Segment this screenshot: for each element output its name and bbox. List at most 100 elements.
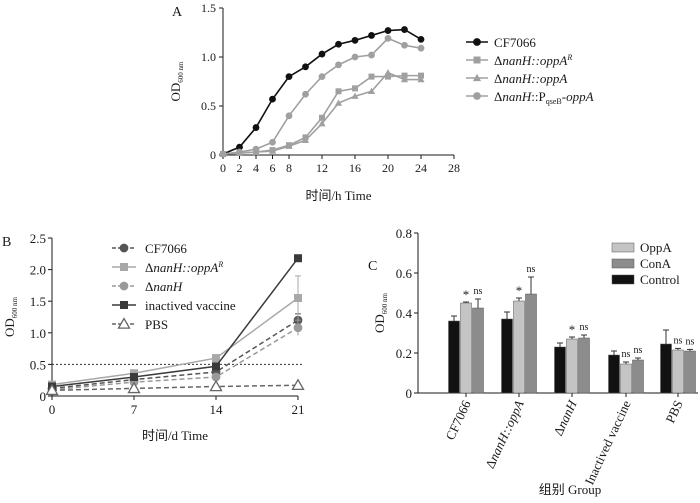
legend-label: PBS [145,317,168,332]
x-axis-label: 时间/d Time [142,428,208,443]
x-tick-label-group: CF7066 [442,397,474,442]
bar [460,302,472,394]
data-point [401,26,408,33]
y-tick-label: 0 [210,148,216,162]
y-tick-label: 1.0 [30,326,46,341]
legend-label-part: - [562,89,566,104]
legend-label: ConA [640,256,672,271]
data-point [302,90,309,98]
series-line [51,384,299,392]
legend-marker [120,263,128,271]
y-tick-label: 2.0 [30,263,46,278]
y-tick-label: 0.6 [396,266,413,281]
bar [660,343,672,394]
data-point [319,114,325,121]
x-tick-label-part: nanH [554,397,580,430]
data-point [302,63,309,71]
data-point [400,75,409,83]
legend-swatch [611,258,635,269]
bar [632,359,644,394]
series-line [222,71,421,155]
data-point [252,124,260,131]
x-tick-label: 20 [382,161,394,175]
data-point [130,373,138,382]
x-tick-label: 21 [292,402,305,417]
y-label-sub: 600 nm [177,61,185,83]
data-point [417,44,425,52]
significance-label: ns [580,322,589,333]
legend-label-part: ::P [531,89,545,104]
legend-label-part: nanH [153,279,183,294]
x-axis-label: 时间/h Time [305,188,371,203]
y-tick-label: 1.5 [30,294,46,309]
legend-marker [472,73,482,82]
data-point [269,138,276,146]
legend-marker [473,56,481,64]
legend-marker [117,317,131,329]
x-tick-label: ΔnanH::oppA [482,398,527,471]
data-point [401,72,408,79]
data-point [367,87,376,94]
bar [672,349,684,394]
bar [448,320,460,394]
legend-label-part: CF7066 [494,35,536,50]
y-axis-label-text: OD600 nm [2,296,19,337]
y-label-main: OD [2,318,17,337]
y-axis-label-text: OD600 nm [168,61,185,102]
x-tick-label: Inactived vaccine [582,398,634,487]
legend-label-part: inactived vaccine [145,298,236,313]
legend-label-part: qseB [546,97,562,106]
x-tick-label-group: PBS [662,398,685,425]
y-tick-label: 0.5 [201,99,216,113]
series-line [51,319,299,390]
panel-label: B [2,235,11,250]
y-tick-label: 0.4 [396,306,413,321]
data-point [368,32,375,39]
series-line [51,257,299,388]
bar [566,338,578,394]
bar [554,346,566,394]
data-point [335,88,342,95]
legend-label: ΔnanH::PqseB-oppA [494,89,594,106]
legend-label: ΔnanH::oppAR [145,260,223,275]
legend-label-part: nanH::oppA [153,260,218,275]
legend-marker [119,243,129,253]
bar [578,337,590,394]
data-point [368,51,375,59]
y-axis-label: OD600 nm [168,61,185,102]
data-point [209,379,223,392]
data-point [301,136,310,143]
data-point [318,50,326,58]
y-tick-label: 2.5 [30,231,46,246]
legend-swatch [611,242,635,253]
legend-label: OppA [640,240,672,255]
legend-marker [120,301,128,309]
x-tick-label: 7 [131,402,138,417]
y-axis-label: OD600 nm [2,296,19,337]
data-point [401,41,408,49]
data-point [351,53,359,61]
significance-label: ns [527,264,536,275]
data-point [212,354,220,363]
x-tick-label-group: Inactived vaccine [582,398,634,487]
x-tick-label: CF7066 [442,397,474,442]
y-label-main: OD [168,83,183,102]
x-tick-label: ΔnanH [550,397,580,438]
data-point [352,85,358,92]
bar [684,350,696,394]
legend-swatch [611,274,635,285]
legend-label-part: Δ [494,53,502,68]
y-axis-label: OD600 nm [372,292,389,333]
legend-label-part: Δ [494,89,502,104]
x-tick-label: 24 [415,161,427,175]
y-tick-label: 0.8 [396,226,412,241]
data-point [335,61,342,69]
x-tick-label: 16 [349,161,361,175]
data-point [236,148,243,156]
legend-label-part: oppA [566,89,594,104]
legend-label: CF7066 [494,35,536,50]
legend-label: CF7066 [145,241,187,256]
data-point [291,378,305,391]
